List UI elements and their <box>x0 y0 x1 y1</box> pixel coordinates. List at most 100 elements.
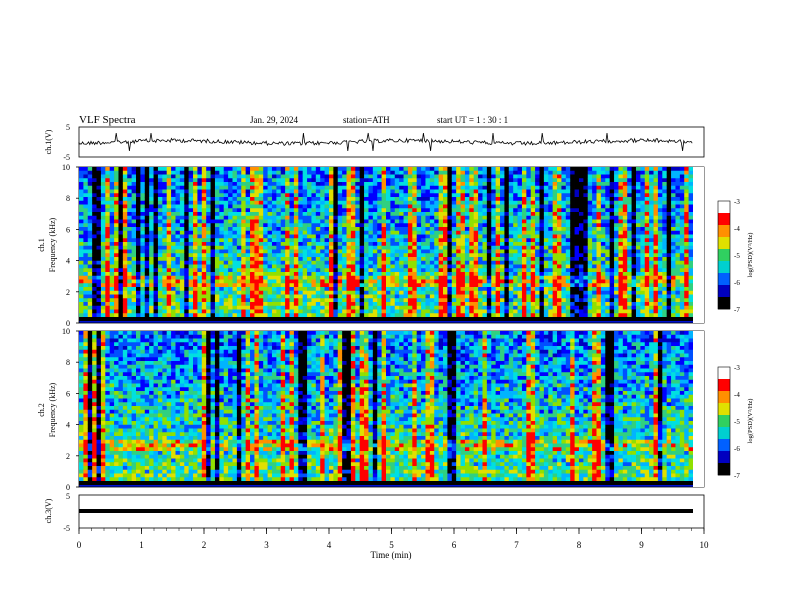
spectrogram-cell <box>495 223 501 228</box>
spectrogram-cell <box>96 302 102 307</box>
spectrogram-cell <box>495 200 501 205</box>
spectrogram-cell <box>574 182 580 187</box>
spectrogram-cell <box>267 223 273 228</box>
spectrogram-cell <box>153 309 159 314</box>
spectrogram-cell <box>285 290 290 295</box>
spectrogram-cell <box>241 178 246 183</box>
spectrogram-cell <box>552 313 558 318</box>
spectrogram-cell <box>622 197 628 202</box>
spectrogram-cell <box>122 215 128 220</box>
spectrogram-cell <box>443 238 448 243</box>
spectrogram-cell <box>618 178 624 183</box>
spectrogram-cell <box>539 219 545 224</box>
spectrogram-cell <box>188 313 194 318</box>
spectrogram-cell <box>364 238 369 243</box>
spectrogram-cell <box>425 313 431 318</box>
spectrogram-cell <box>451 272 457 277</box>
spectrogram-cell <box>188 178 194 183</box>
spectrogram-cell <box>407 238 413 243</box>
spectrogram-cell <box>390 185 396 190</box>
spectrogram-cell <box>561 309 567 314</box>
spectrogram-cell <box>271 279 277 284</box>
spectrogram-cell <box>320 204 325 209</box>
spectrogram-cell <box>526 268 532 273</box>
spectrogram-cell <box>223 223 229 228</box>
spectrogram-cell <box>429 238 435 243</box>
spectrogram-cell <box>350 182 356 187</box>
spectrogram-cell <box>618 309 624 314</box>
spectrogram-cell <box>390 215 396 220</box>
spectrogram-cell <box>386 313 391 318</box>
spectrogram-cell <box>153 283 159 288</box>
spectrogram-cell <box>521 219 527 224</box>
spectrogram-cell <box>583 287 589 292</box>
spectrogram-cell <box>605 223 610 228</box>
spectrogram-cell <box>87 197 93 202</box>
spectrogram-cell <box>320 238 325 243</box>
spectrogram-cell <box>592 212 597 217</box>
spectrogram-cell <box>193 219 198 224</box>
spectrogram-cell <box>521 200 527 205</box>
spectrogram-cell <box>109 193 115 198</box>
spectrogram-cell <box>157 298 163 303</box>
spectrogram-cell <box>364 197 369 202</box>
spectrogram-cell <box>583 238 589 243</box>
spectrogram-cell <box>390 178 396 183</box>
spectrogram-cell <box>350 287 356 292</box>
spectrogram-cell <box>289 208 295 213</box>
spectrogram-cell <box>359 309 365 314</box>
spectrogram-cell <box>175 197 181 202</box>
spectrogram-cell <box>232 287 238 292</box>
spectrogram-cell <box>250 275 255 280</box>
spectrogram-cell <box>105 174 110 179</box>
spectrogram-cell <box>399 215 404 220</box>
spectrogram-cell <box>592 230 597 235</box>
spectrogram-cell <box>390 223 396 228</box>
spectrogram-cell <box>140 245 146 250</box>
spectrogram-cell <box>535 170 540 175</box>
spectrogram-cell <box>364 294 369 299</box>
spectrogram-cell <box>587 197 593 202</box>
spectrogram-cell <box>276 208 282 213</box>
spectrogram-cell <box>184 298 189 303</box>
spectrogram-cell <box>79 174 84 179</box>
spectrogram-cell <box>346 230 352 235</box>
spectrogram-cell <box>118 197 124 202</box>
spectrogram-cell <box>100 253 106 258</box>
spectrogram-cell <box>543 185 549 190</box>
spectrogram-cell <box>421 264 426 269</box>
spectrogram-cell <box>491 170 496 175</box>
spectrogram-cell <box>109 268 115 273</box>
spectrogram-cell <box>605 215 610 220</box>
spectrogram-cell <box>285 178 290 183</box>
spectrogram-cell <box>302 185 308 190</box>
spectrogram-cell <box>526 290 532 295</box>
spectrogram-cell <box>206 170 211 175</box>
spectrogram-cell <box>425 170 431 175</box>
spectrogram-cell <box>399 197 404 202</box>
spectrogram-cell <box>214 260 220 265</box>
spectrogram-cell <box>293 245 299 250</box>
spectrogram-cell <box>267 264 273 269</box>
spectrogram-cell <box>609 257 615 262</box>
spectrogram-cell <box>425 298 431 303</box>
spectrogram-cell <box>87 275 93 280</box>
spectrogram-cell <box>530 230 536 235</box>
spectrogram-cell <box>517 204 523 209</box>
spectrogram-cell <box>245 185 251 190</box>
spectrogram-cell <box>530 272 536 277</box>
spectrogram-cell <box>267 287 273 292</box>
spectrogram-cell <box>421 204 426 209</box>
spectrogram-cell <box>399 264 404 269</box>
spectrogram-cell <box>100 234 106 239</box>
spectrogram-cell <box>526 257 532 262</box>
spectrogram-cell <box>513 178 518 183</box>
spectrogram-cell <box>495 215 501 220</box>
spectrogram-cell <box>539 298 545 303</box>
spectrogram-cell <box>517 305 523 310</box>
spectrogram-cell <box>131 313 137 318</box>
spectrogram-cell <box>600 230 606 235</box>
spectrogram-cell <box>425 223 431 228</box>
spectrogram-cell <box>565 272 571 277</box>
spectrogram-cell <box>179 257 185 262</box>
